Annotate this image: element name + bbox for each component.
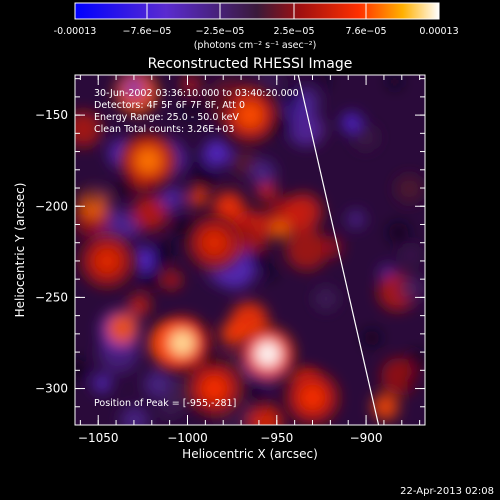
texture-hole (75, 358, 88, 381)
y-tick-label: −250 (35, 290, 68, 304)
texture-blob (314, 286, 338, 311)
texture-blob (92, 374, 112, 393)
peak-position-label: Position of Peak = [-955,-281] (94, 398, 236, 409)
y-axis-label: Heliocentric Y (arcsec) (13, 183, 27, 318)
texture-hole (387, 75, 402, 89)
plot-frame (74, 74, 426, 426)
colorbar-tick-label: 2.5e−05 (273, 26, 314, 37)
colorbar-tick-label: 0.00013 (419, 26, 458, 37)
texture-hole (281, 88, 300, 106)
source-core (169, 329, 196, 356)
texture-hole (264, 267, 276, 280)
texture-hole (182, 103, 198, 119)
texture-blob (75, 111, 102, 147)
texture-hole (112, 183, 124, 195)
texture-hole (189, 155, 203, 169)
texture-blob (352, 124, 379, 151)
texture-blob (372, 393, 399, 421)
texture-blob (256, 180, 277, 201)
texture-blob (230, 210, 272, 251)
bright-sources (81, 89, 339, 424)
texture-blob (128, 293, 151, 317)
y-tick-label: −150 (35, 108, 68, 122)
texture-blob (284, 193, 322, 231)
texture-blob (188, 188, 208, 207)
texture-blob (213, 191, 245, 223)
texture-hole (194, 168, 216, 191)
colorbar-tick-label: -0.00013 (54, 26, 97, 37)
texture-hole (254, 399, 266, 411)
texture-hole (85, 191, 100, 206)
texture-blob (286, 228, 328, 271)
x-tick-label: −900 (350, 431, 383, 445)
texture-blob (159, 185, 185, 211)
axis-ticks: −1050 −1000 −950 −900 −150 −200 −250 −300 (35, 75, 425, 445)
texture-hole (246, 377, 265, 396)
texture-blob (341, 112, 362, 134)
source-core (237, 102, 263, 129)
texture-hole (274, 116, 293, 135)
source-core (135, 147, 162, 174)
texture-hole (141, 271, 160, 290)
texture-blob (402, 246, 420, 264)
texture-blob (181, 75, 200, 94)
texture-hole (172, 217, 191, 236)
source-core (94, 247, 121, 274)
texture-blob (288, 111, 324, 147)
texture-blob (203, 139, 231, 167)
texture-hole (363, 329, 381, 347)
colorbar-tick-label: −2.5e−05 (196, 26, 245, 37)
texture-hole (120, 184, 133, 196)
chart-title: Reconstructed RHESSI Image (148, 56, 353, 72)
texture-blob (132, 195, 168, 231)
annotation-energy-range: Energy Range: 25.0 - 50.0 keV (94, 112, 239, 123)
texture-blob (132, 247, 158, 273)
texture-blob (346, 210, 366, 229)
source-blobs (81, 89, 339, 424)
annotation-time-range: 30-Jun-2002 03:36:10.000 to 03:40:20.000 (94, 88, 299, 99)
y-tick-label: −200 (35, 199, 68, 213)
texture-blob (124, 78, 144, 98)
texture-hole (203, 99, 216, 112)
colorbar-tick-label: 7.6e−05 (345, 26, 386, 37)
source-core (299, 384, 326, 411)
y-tick-label: −300 (35, 382, 68, 396)
texture-hole (250, 250, 269, 269)
texture-blob (250, 159, 276, 186)
source-core (201, 375, 228, 402)
colorbar-tick-label: −7.6e−05 (123, 26, 172, 37)
texture-hole (156, 240, 174, 258)
texture-hole (388, 222, 409, 243)
texture-blob (395, 174, 424, 203)
x-tick-label: −1050 (78, 431, 119, 445)
texture-blob (120, 405, 149, 425)
solar-limb-line (297, 75, 380, 425)
source-core (201, 229, 228, 256)
texture-hole (240, 230, 251, 241)
texture-hole (405, 375, 418, 388)
x-axis-label: Heliocentric X (arcsec) (182, 447, 318, 461)
texture-hole (316, 75, 329, 87)
x-tick-label: −950 (260, 431, 293, 445)
texture-blob (161, 270, 182, 290)
texture-blob (270, 220, 290, 239)
x-tick-label: −1000 (167, 431, 208, 445)
texture-hole (408, 351, 425, 369)
colorbar (74, 2, 440, 20)
source-core (254, 340, 281, 367)
texture-blob (105, 312, 139, 345)
texture-hole (286, 104, 298, 116)
texture-blob (398, 275, 425, 301)
annotation-total-counts: Clean Total counts: 3.26E+03 (94, 124, 234, 135)
colorbar-unit-label: (photons cm⁻² s⁻¹ asec⁻²) (194, 40, 317, 51)
footer-date: 22-Apr-2013 02:08 (400, 486, 494, 497)
annotation-detectors: Detectors: 4F 5F 6F 7F 8F, Att 0 (94, 100, 245, 111)
colorbar-ticks: -0.00013 −7.6e−05 −2.5e−05 2.5e−05 7.6e−05 0.… (54, 3, 459, 37)
